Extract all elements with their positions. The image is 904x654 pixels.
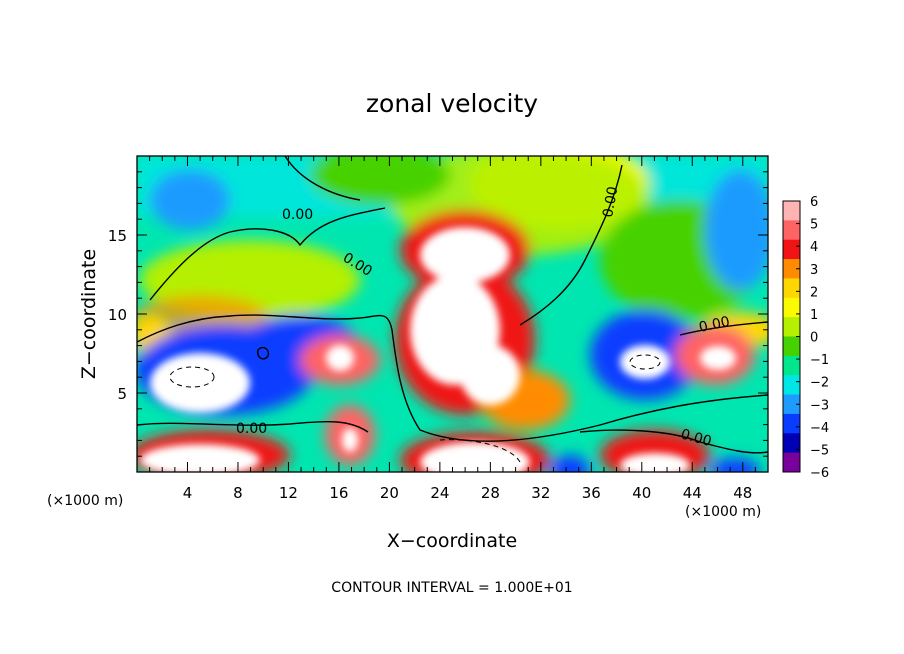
y-tick-label: 5 — [117, 385, 127, 403]
contour-interval-note: CONTOUR INTERVAL = 1.000E+01 — [331, 580, 572, 596]
colorbar-tick-label: 4 — [810, 240, 818, 255]
y-axis-label: Z−coordinate — [78, 249, 100, 379]
colorbar-tick-label: 5 — [810, 218, 818, 233]
x-tick-label: 16 — [329, 484, 348, 502]
colorbar-tick-label: −2 — [810, 376, 829, 391]
colorbar-swatch — [783, 297, 800, 318]
x-tick-label: 20 — [380, 484, 399, 502]
contour-label: 0.00 — [600, 185, 621, 218]
x-tick-label: 36 — [582, 484, 601, 502]
heatmap-field — [137, 156, 768, 472]
colorbar-swatch — [783, 433, 800, 454]
colorbar-tick-label: 2 — [810, 285, 818, 300]
x-tick-label: 24 — [430, 484, 449, 502]
colorbar-swatch — [783, 375, 800, 396]
colorbar-swatch — [783, 355, 800, 376]
colorbar-swatch — [783, 201, 800, 221]
zero-contours — [137, 156, 768, 454]
colorbar-swatch — [783, 394, 800, 415]
colorbar-swatch — [783, 278, 800, 299]
contour-label: 0.00 — [698, 314, 732, 336]
x-tick-label: 12 — [279, 484, 298, 502]
contour-label: 0.00 — [236, 421, 267, 437]
x-tick-label: 40 — [632, 484, 651, 502]
colorbar-tick-label: 1 — [810, 308, 818, 323]
x-unit-label: (×1000 m) — [685, 504, 761, 520]
colorbar-swatch — [783, 220, 800, 241]
y-tick-label: 15 — [108, 227, 127, 245]
y-tick-label: 10 — [108, 306, 127, 324]
colorbar-swatch — [783, 317, 800, 337]
x-tick-label: 28 — [481, 484, 500, 502]
contour-label: 0.00 — [679, 426, 713, 450]
colorbar-tick-label: −1 — [810, 353, 829, 368]
chart-title: zonal velocity — [366, 89, 538, 118]
colorbar-tick-label: 6 — [810, 195, 818, 210]
colorbar-tick-label: −6 — [810, 466, 829, 481]
x-tick-label: 44 — [683, 484, 702, 502]
colorbar-tick-label: 0 — [810, 331, 818, 346]
x-tick-label: 32 — [531, 484, 550, 502]
negative-contours — [169, 354, 661, 463]
x-tick-label: 48 — [733, 484, 752, 502]
colorbar-swatch — [783, 336, 800, 357]
x-axis: 4 8 12 16 20 24 28 32 36 40 44 48 — [149, 156, 756, 502]
colorbar-tick-label: −5 — [810, 443, 829, 458]
x-tick-label: 8 — [233, 484, 243, 502]
contour-label: 0.00 — [282, 207, 313, 223]
x-tick-label: 4 — [183, 484, 193, 502]
colorbar-swatch — [783, 259, 800, 279]
colorbar: 6 5 4 3 2 1 0 −1 −2 −3 −4 −5 −6 — [782, 195, 829, 481]
x-axis-label: X−coordinate — [387, 530, 517, 552]
colorbar-swatch — [783, 452, 800, 473]
colorbar-tick-label: 3 — [810, 263, 818, 278]
y-unit-label: (×1000 m) — [47, 493, 123, 509]
y-axis: 5 10 15 — [108, 171, 768, 457]
colorbar-swatch — [783, 413, 800, 434]
colorbar-swatch — [783, 239, 800, 260]
colorbar-tick-label: −4 — [810, 421, 829, 436]
colorbar-tick-label: −3 — [810, 398, 829, 413]
